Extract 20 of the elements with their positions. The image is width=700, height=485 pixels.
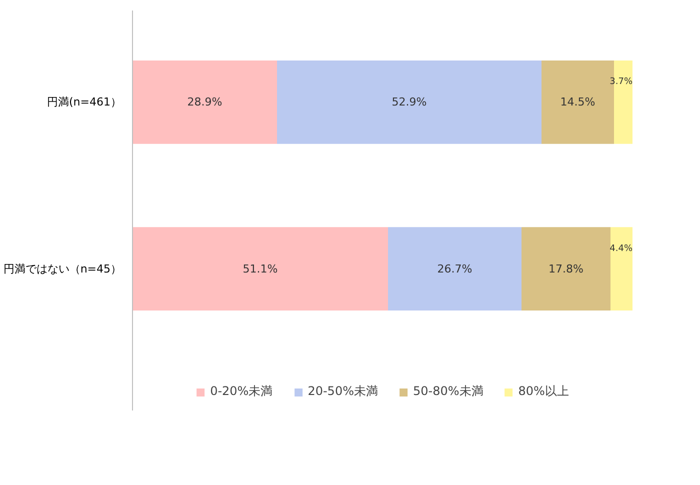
bar <box>132 227 388 310</box>
y-tick-label: 円満ではない（n=45） <box>3 262 122 276</box>
data-label: 28.9% <box>187 96 222 109</box>
bar <box>388 227 522 310</box>
bar <box>132 60 277 144</box>
y-tick-label: 円満(n=461） <box>47 96 122 109</box>
data-label: 51.1% <box>242 262 278 276</box>
legend-label: 0-20%未満 <box>210 383 273 400</box>
legend-label: 80%以上 <box>518 383 569 400</box>
bar <box>522 227 610 310</box>
data-label: 3.7% <box>610 77 633 88</box>
data-label: 17.8% <box>548 262 584 276</box>
legend-label: 50-80%未満 <box>412 383 484 400</box>
legend-label: 20-50%未満 <box>308 383 378 400</box>
data-label: 4.4% <box>610 244 633 254</box>
bar <box>277 60 542 144</box>
bar <box>610 227 632 310</box>
data-label: 14.5% <box>560 96 596 109</box>
data-label: 52.9% <box>392 96 427 109</box>
data-label: 26.7% <box>437 262 472 276</box>
